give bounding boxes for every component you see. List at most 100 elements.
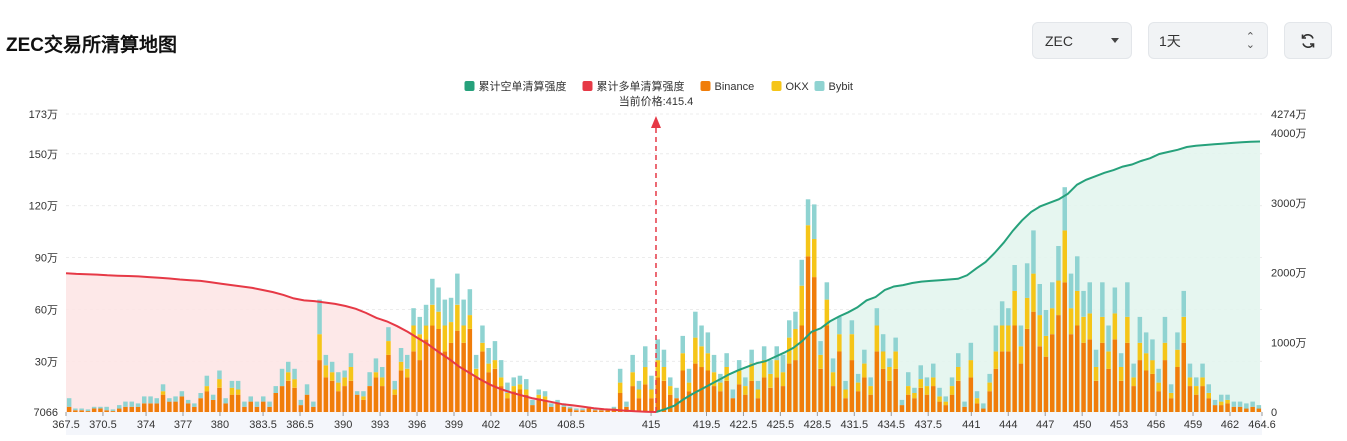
- bar-bybit: [380, 367, 385, 378]
- bar-binance: [198, 398, 203, 412]
- bar-bybit: [899, 399, 905, 406]
- period-select-value: 1天: [1159, 32, 1181, 49]
- bar-bybit: [1018, 325, 1024, 347]
- bar-binance: [129, 406, 134, 412]
- bar-bybit: [129, 401, 134, 407]
- bar-bybit: [649, 375, 654, 390]
- bar-okx: [649, 389, 654, 399]
- bar-okx: [430, 304, 435, 326]
- bar-bybit: [223, 398, 228, 404]
- bar-binance: [962, 406, 967, 412]
- bar-okx: [336, 382, 341, 392]
- bar-bybit: [893, 337, 898, 352]
- bar-okx: [348, 367, 354, 381]
- bar-bybit: [818, 341, 823, 355]
- bar-okx: [1031, 273, 1036, 312]
- bar-okx: [843, 389, 848, 399]
- bar-bybit: [849, 320, 855, 335]
- x-tick-label: 453: [1110, 419, 1128, 431]
- bar-bybit: [517, 375, 523, 385]
- bar-binance: [480, 351, 485, 412]
- bar-okx: [887, 367, 892, 381]
- refresh-button[interactable]: [1284, 22, 1332, 59]
- bar-bybit: [405, 354, 410, 369]
- bar-binance: [261, 401, 266, 412]
- bar-binance: [1131, 386, 1136, 412]
- bar-binance: [486, 372, 491, 412]
- bar-bybit: [987, 373, 992, 383]
- bar-bybit: [643, 346, 648, 368]
- bar-binance: [605, 410, 610, 412]
- bar-bybit: [906, 372, 911, 386]
- bar-binance: [755, 398, 761, 412]
- bar-binance: [586, 408, 592, 412]
- x-tick-label: 434.5: [877, 419, 905, 431]
- bar-binance: [210, 399, 216, 412]
- updown-chevron-icon: ⌃ ⌄: [1245, 30, 1255, 51]
- bar-binance: [561, 406, 567, 412]
- bar-bybit: [304, 384, 310, 395]
- period-select[interactable]: 1天 ⌃ ⌄: [1148, 22, 1268, 59]
- bar-binance: [1156, 391, 1161, 412]
- x-tick-label: 383.5: [249, 419, 277, 431]
- bar-bybit: [1175, 332, 1180, 350]
- bar-binance: [1118, 380, 1124, 412]
- bar-bybit: [473, 354, 479, 369]
- bar-binance: [536, 398, 541, 412]
- bar-bybit: [154, 398, 159, 404]
- bar-binance: [768, 387, 773, 412]
- bar-bybit: [480, 325, 485, 343]
- bar-binance: [949, 394, 955, 412]
- legend-label: Bybit: [829, 81, 853, 93]
- bar-binance: [104, 410, 109, 412]
- bar-okx: [405, 368, 410, 378]
- bar-binance: [273, 393, 278, 412]
- bar-bybit: [617, 368, 623, 383]
- bar-binance: [686, 391, 692, 412]
- bar-bybit: [442, 299, 448, 326]
- bar-bybit: [661, 349, 667, 367]
- bar-binance: [956, 380, 961, 412]
- bar-bybit: [680, 335, 685, 354]
- bar-okx: [912, 393, 917, 399]
- x-tick-label: 405: [519, 419, 537, 431]
- x-tick-label: 422.5: [730, 419, 758, 431]
- bar-bybit: [1150, 339, 1155, 361]
- bar-bybit: [104, 406, 109, 411]
- bar-okx: [680, 353, 685, 371]
- symbol-select[interactable]: ZEC: [1032, 22, 1132, 59]
- bar-binance: [1024, 329, 1030, 412]
- bar-bybit: [455, 273, 460, 305]
- bar-okx: [1131, 377, 1136, 386]
- legend-swatch: [771, 81, 782, 91]
- bar-binance: [1143, 370, 1149, 412]
- x-tick-label: 456: [1147, 419, 1165, 431]
- x-tick-label: 402: [482, 419, 500, 431]
- bar-binance: [1012, 325, 1017, 412]
- bar-okx: [906, 386, 911, 395]
- bar-binance: [542, 399, 548, 412]
- bar-bybit: [1194, 377, 1199, 386]
- bar-binance: [862, 377, 867, 412]
- bar-okx: [768, 373, 773, 388]
- bar-binance: [968, 377, 974, 412]
- x-tick-label: 437.5: [914, 419, 942, 431]
- bar-bybit: [1037, 284, 1042, 316]
- bar-okx: [993, 351, 999, 369]
- bar-binance: [999, 351, 1005, 412]
- bar-okx: [229, 387, 235, 395]
- bar-bybit: [354, 391, 360, 395]
- bar-okx: [1012, 290, 1017, 326]
- bar-okx: [937, 396, 942, 402]
- bar-binance: [1237, 406, 1243, 412]
- x-tick-label: 399: [445, 419, 463, 431]
- bar-bybit: [279, 368, 285, 387]
- bar-binance: [617, 393, 623, 412]
- bar-binance: [1043, 356, 1049, 412]
- bar-okx: [1037, 315, 1042, 347]
- bar-binance: [974, 403, 980, 412]
- bar-bybit: [943, 396, 948, 402]
- bar-bybit: [267, 401, 272, 407]
- bar-binance: [117, 408, 122, 412]
- bar-binance: [1150, 373, 1155, 412]
